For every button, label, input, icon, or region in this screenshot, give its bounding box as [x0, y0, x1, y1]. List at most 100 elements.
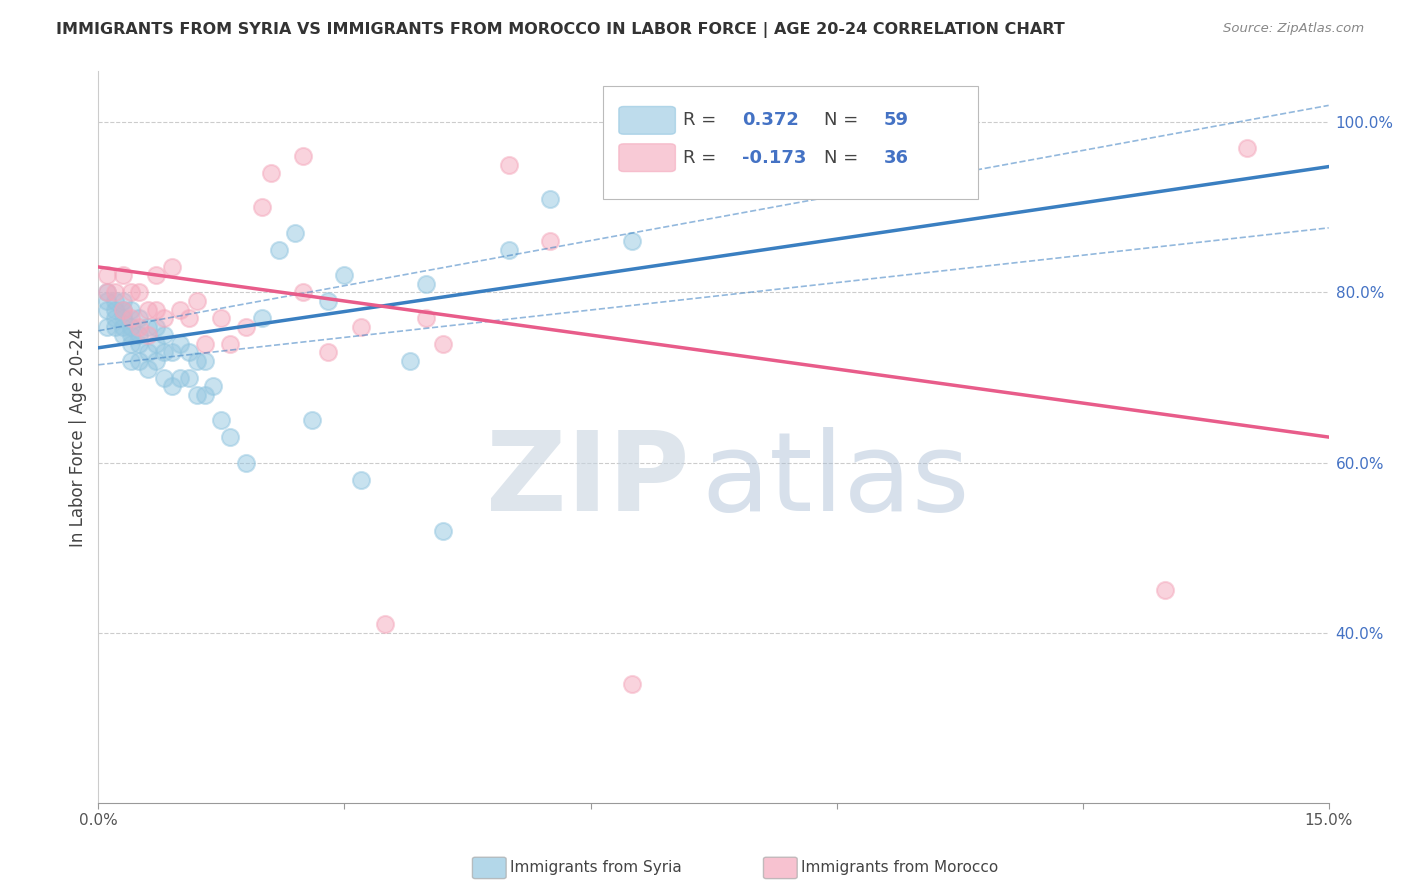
Point [145, 353, 167, 368]
Text: R =: R = [683, 112, 721, 129]
FancyBboxPatch shape [619, 144, 675, 171]
Point [112, 319, 135, 334]
Point [162, 379, 184, 393]
Point [399, 353, 422, 368]
Point [112, 302, 135, 317]
Point [136, 319, 159, 334]
Point [374, 617, 396, 632]
Text: N =: N = [824, 149, 865, 167]
FancyBboxPatch shape [603, 86, 979, 200]
Point [145, 336, 167, 351]
Point [136, 345, 159, 359]
Point [120, 311, 142, 326]
Point [186, 353, 208, 368]
Point [112, 328, 135, 343]
Point [128, 311, 150, 326]
Point [104, 311, 127, 326]
Point [211, 311, 233, 326]
Point [252, 311, 274, 326]
Point [333, 268, 356, 283]
Point [498, 158, 520, 172]
Point [177, 311, 200, 326]
Point [432, 336, 454, 351]
Point [128, 336, 150, 351]
Point [218, 336, 240, 351]
Point [1236, 141, 1258, 155]
Point [112, 268, 135, 283]
Point [120, 336, 142, 351]
Point [235, 319, 257, 334]
Point [194, 387, 217, 401]
Point [96, 302, 118, 317]
Point [620, 677, 643, 691]
Y-axis label: In Labor Force | Age 20-24: In Labor Force | Age 20-24 [69, 327, 87, 547]
Point [169, 370, 191, 384]
Point [252, 201, 274, 215]
Point [415, 277, 437, 291]
Point [284, 226, 307, 240]
Point [96, 293, 118, 308]
Point [120, 302, 142, 317]
Text: -0.173: -0.173 [742, 149, 806, 167]
Point [301, 413, 323, 427]
Point [194, 336, 217, 351]
Point [177, 370, 200, 384]
Text: IMMIGRANTS FROM SYRIA VS IMMIGRANTS FROM MOROCCO IN LABOR FORCE | AGE 20-24 CORR: IMMIGRANTS FROM SYRIA VS IMMIGRANTS FROM… [56, 22, 1064, 38]
Point [162, 345, 184, 359]
Point [202, 379, 225, 393]
Point [186, 387, 208, 401]
Point [104, 302, 127, 317]
Point [128, 353, 150, 368]
Point [620, 235, 643, 249]
Point [153, 328, 176, 343]
Point [267, 243, 290, 257]
Point [316, 293, 339, 308]
FancyBboxPatch shape [619, 106, 675, 135]
Point [104, 285, 127, 300]
Point [120, 285, 142, 300]
Point [96, 285, 118, 300]
Point [292, 149, 315, 163]
Point [120, 319, 142, 334]
Point [96, 319, 118, 334]
Point [177, 345, 200, 359]
Point [136, 302, 159, 317]
Point [1153, 583, 1175, 598]
Point [128, 328, 150, 343]
Point [120, 328, 142, 343]
Point [153, 311, 176, 326]
Point [112, 302, 135, 317]
Point [162, 260, 184, 274]
Point [136, 362, 159, 376]
Text: 0.372: 0.372 [742, 112, 799, 129]
Point [235, 456, 257, 470]
Point [145, 268, 167, 283]
Point [415, 311, 437, 326]
Point [112, 293, 135, 308]
Point [498, 243, 520, 257]
Text: Source: ZipAtlas.com: Source: ZipAtlas.com [1223, 22, 1364, 36]
Point [211, 413, 233, 427]
Point [128, 285, 150, 300]
Text: Immigrants from Morocco: Immigrants from Morocco [801, 860, 998, 874]
Text: 59: 59 [883, 112, 908, 129]
Point [169, 302, 191, 317]
Point [186, 293, 208, 308]
Point [316, 345, 339, 359]
Point [145, 302, 167, 317]
Point [350, 319, 373, 334]
Point [153, 345, 176, 359]
Point [153, 370, 176, 384]
Text: Immigrants from Syria: Immigrants from Syria [510, 860, 682, 874]
Point [104, 319, 127, 334]
Text: N =: N = [824, 112, 865, 129]
Point [96, 285, 118, 300]
Point [194, 353, 217, 368]
Point [136, 328, 159, 343]
Point [112, 311, 135, 326]
Text: ZIP: ZIP [485, 427, 689, 534]
Point [120, 353, 142, 368]
Point [218, 430, 240, 444]
Point [538, 235, 561, 249]
Point [260, 166, 283, 180]
